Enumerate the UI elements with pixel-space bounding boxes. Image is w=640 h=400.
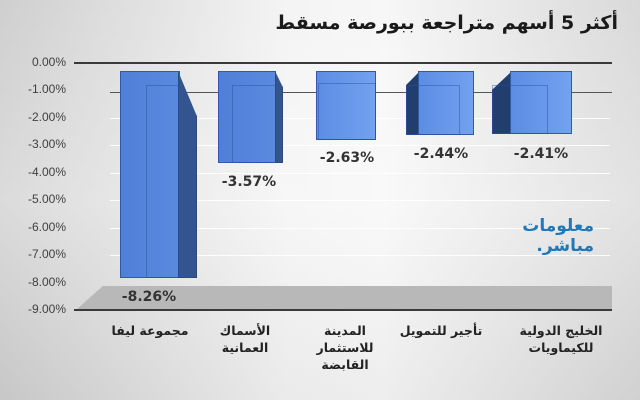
bar-omani-fisheries[interactable] — [218, 71, 283, 163]
zero-axis-line — [74, 62, 612, 64]
y-tick: -4.00% — [27, 165, 66, 179]
y-tick: -1.00% — [27, 82, 66, 96]
value-label: -3.57% — [221, 174, 277, 190]
x-label-almadina: المدينة للاستثمار القابضة — [316, 323, 374, 372]
gridline — [110, 200, 610, 201]
gridline — [110, 255, 610, 256]
gridline — [110, 145, 610, 146]
y-tick: -7.00% — [27, 247, 66, 261]
bar-almadina-investment[interactable] — [316, 71, 376, 140]
y-tick: -8.00% — [27, 275, 66, 289]
value-label: -2.41% — [513, 146, 569, 162]
gridline — [110, 173, 610, 174]
gridline — [110, 228, 610, 229]
y-tick: -9.00% — [27, 302, 66, 316]
bar-mjmoat-leva[interactable] — [120, 71, 197, 278]
chart-title: أكثر 5 أسهم متراجعة ببورصة مسقط — [275, 12, 618, 34]
logo-line1: معلومات — [522, 216, 594, 236]
y-tick: -2.00% — [27, 110, 66, 124]
value-label: -2.63% — [319, 150, 375, 166]
y-tick: -6.00% — [27, 220, 66, 234]
bar-gulf-chemicals[interactable] — [492, 71, 572, 134]
x-label-leva: مجموعة ليفا — [111, 323, 189, 338]
logo-line2: مباشر. — [536, 236, 594, 256]
chart-floor — [76, 286, 612, 310]
y-tick: 0.00% — [31, 55, 66, 69]
x-label-tajeer: تأجير للتمويل — [399, 323, 483, 338]
base-axis-line — [74, 309, 612, 311]
y-tick: -5.00% — [27, 192, 66, 206]
x-label-omani-fisheries: الأسماك العمانية — [219, 323, 271, 355]
x-label-gulf-chemicals: الخليج الدولية للكيماويات — [519, 323, 603, 355]
value-label: -2.44% — [413, 146, 469, 162]
bar-tajeer-finance[interactable] — [406, 71, 474, 135]
mubasher-logo: معلومات مباشر. — [498, 216, 594, 256]
y-tick: -3.00% — [27, 137, 66, 151]
value-label: -8.26% — [121, 289, 177, 305]
